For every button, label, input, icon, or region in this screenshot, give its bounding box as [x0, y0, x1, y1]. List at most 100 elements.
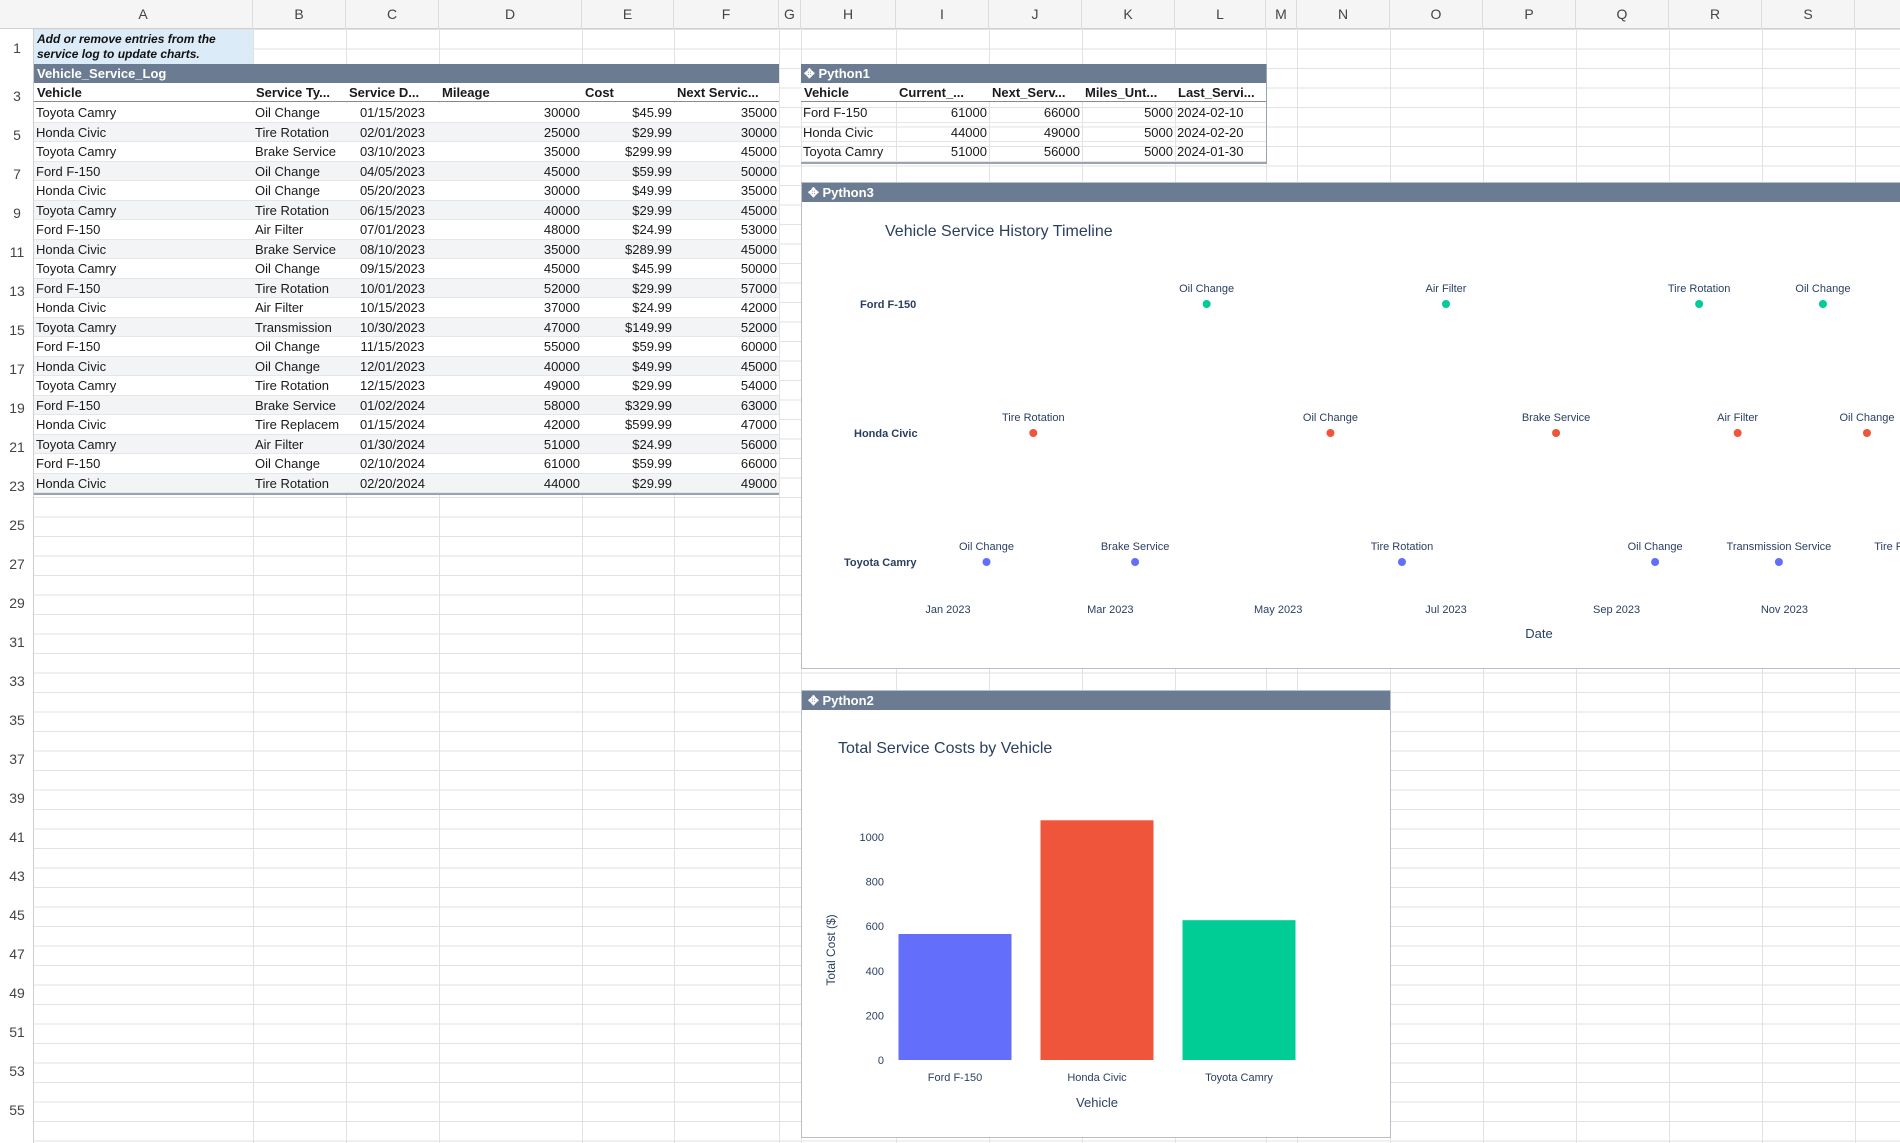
column-header-e[interactable]: E: [582, 0, 674, 29]
service-log-cell[interactable]: 08/10/2023: [359, 241, 426, 257]
python1-header-4[interactable]: Miles_Unt...: [1085, 85, 1158, 100]
service-log-cell[interactable]: Honda Civic: [36, 358, 107, 374]
service-log-cell[interactable]: Oil Change: [255, 163, 321, 179]
service-log-cell[interactable]: $49.99: [632, 183, 672, 198]
column-header-p[interactable]: P: [1483, 0, 1576, 29]
service-log-cell[interactable]: Oil Change: [255, 183, 321, 198]
service-log-cell[interactable]: 52000: [740, 319, 777, 335]
service-log-cell[interactable]: 01/02/2024: [359, 397, 426, 413]
service-log-cell[interactable]: $29.99: [632, 202, 672, 218]
column-header-n[interactable]: N: [1297, 0, 1390, 29]
service-log-cell[interactable]: 10/15/2023: [359, 300, 426, 315]
service-log-cell[interactable]: Brake Service: [255, 241, 336, 257]
service-log-cell[interactable]: Toyota Camry: [36, 378, 117, 393]
row-header-21[interactable]: 21: [9, 439, 25, 455]
service-log-cell[interactable]: 45000: [543, 163, 580, 179]
service-log-cell[interactable]: 01/30/2024: [359, 436, 426, 452]
service-log-cell[interactable]: 02/01/2023: [359, 124, 426, 140]
service-log-cell[interactable]: 47000: [543, 319, 580, 335]
row-header-35[interactable]: 35: [9, 712, 25, 728]
service-log-cell[interactable]: Oil Change: [255, 456, 321, 471]
service-log-cell[interactable]: 30000: [543, 105, 580, 120]
python1-cell[interactable]: 49000: [1043, 124, 1080, 140]
service-log-cell[interactable]: 45000: [740, 358, 777, 374]
column-header-l[interactable]: L: [1175, 0, 1266, 29]
service-log-cell[interactable]: 53000: [740, 222, 777, 237]
python1-cell[interactable]: Ford F-150: [803, 105, 868, 120]
service-log-cell[interactable]: Tire Rotation: [255, 475, 329, 491]
service-log-cell[interactable]: 40000: [543, 202, 580, 218]
service-log-cell[interactable]: 12/15/2023: [359, 378, 426, 393]
service-log-cell[interactable]: 56000: [740, 436, 777, 452]
service-log-cell[interactable]: 02/20/2024: [359, 475, 426, 491]
service-log-cell[interactable]: $149.99: [625, 319, 672, 335]
service-log-cell[interactable]: $29.99: [632, 475, 672, 491]
python1-cell[interactable]: Toyota Camry: [803, 144, 884, 159]
row-header-45[interactable]: 45: [9, 907, 25, 923]
service-log-cell[interactable]: $24.99: [632, 222, 672, 237]
service-log-cell[interactable]: 09/15/2023: [359, 261, 426, 276]
python1-cell[interactable]: 44000: [950, 124, 987, 140]
column-header-a[interactable]: A: [34, 0, 253, 29]
service-log-cell[interactable]: 66000: [740, 456, 777, 471]
service-log-cell[interactable]: Honda Civic: [36, 183, 107, 198]
column-header-g[interactable]: G: [779, 0, 801, 29]
service-log-cell[interactable]: 52000: [543, 280, 580, 296]
service-log-cell[interactable]: 10/01/2023: [359, 280, 426, 296]
service-log-cell[interactable]: $24.99: [632, 436, 672, 452]
service-log-header-1[interactable]: Vehicle: [37, 85, 82, 100]
service-log-cell[interactable]: $29.99: [632, 378, 672, 393]
instruction-note-cell[interactable]: Add or remove entries from the service l…: [34, 30, 253, 64]
service-log-cell[interactable]: 06/15/2023: [359, 202, 426, 218]
service-log-cell[interactable]: $49.99: [632, 358, 672, 374]
service-log-cell[interactable]: 04/05/2023: [359, 163, 426, 179]
service-log-cell[interactable]: 44000: [543, 475, 580, 491]
service-log-cell[interactable]: Oil Change: [255, 358, 321, 374]
row-header-51[interactable]: 51: [9, 1024, 25, 1040]
service-log-cell[interactable]: 58000: [543, 397, 580, 413]
python1-cell[interactable]: 2024-02-10: [1177, 105, 1244, 120]
service-log-cell[interactable]: $599.99: [625, 417, 672, 432]
service-log-cell[interactable]: Air Filter: [255, 222, 304, 237]
service-log-cell[interactable]: 45000: [543, 261, 580, 276]
service-log-cell[interactable]: $59.99: [632, 339, 672, 354]
column-header-b[interactable]: B: [253, 0, 346, 29]
service-log-table-title[interactable]: Vehicle_Service_Log: [34, 64, 779, 83]
service-log-cell[interactable]: Tire Replacem: [255, 417, 340, 432]
service-log-cell[interactable]: Honda Civic: [36, 475, 107, 491]
service-log-cell[interactable]: 47000: [740, 417, 777, 432]
service-log-cell[interactable]: Tire Rotation: [255, 280, 329, 296]
service-log-cell[interactable]: $299.99: [625, 144, 672, 159]
service-log-cell[interactable]: 50000: [740, 261, 777, 276]
row-header-41[interactable]: 41: [9, 829, 25, 845]
service-log-cell[interactable]: 25000: [543, 124, 580, 140]
service-log-cell[interactable]: Ford F-150: [36, 397, 101, 413]
service-log-cell[interactable]: $45.99: [632, 105, 672, 120]
service-log-cell[interactable]: 57000: [740, 280, 777, 296]
service-log-cell[interactable]: 35000: [740, 183, 777, 198]
row-header-29[interactable]: 29: [9, 595, 25, 611]
service-log-cell[interactable]: 35000: [543, 241, 580, 257]
row-header-1[interactable]: 1: [13, 40, 21, 56]
service-log-cell[interactable]: 12/01/2023: [359, 358, 426, 374]
python1-header-3[interactable]: Next_Serv...: [992, 85, 1066, 100]
service-log-header-2[interactable]: Service Ty...: [256, 85, 330, 100]
python1-header-5[interactable]: Last_Servi...: [1178, 85, 1255, 100]
row-header-43[interactable]: 43: [9, 868, 25, 884]
column-header-c[interactable]: C: [346, 0, 439, 29]
service-log-cell[interactable]: Honda Civic: [36, 124, 107, 140]
row-header-27[interactable]: 27: [9, 556, 25, 572]
service-log-cell[interactable]: $59.99: [632, 163, 672, 179]
service-log-cell[interactable]: 51000: [543, 436, 580, 452]
service-log-cell[interactable]: Transmission: [255, 319, 332, 335]
service-log-cell[interactable]: Oil Change: [255, 261, 321, 276]
service-log-cell[interactable]: Brake Service: [255, 144, 336, 159]
service-log-cell[interactable]: $289.99: [625, 241, 672, 257]
column-header-f[interactable]: F: [674, 0, 779, 29]
row-header-33[interactable]: 33: [9, 673, 25, 689]
service-log-cell[interactable]: 37000: [543, 300, 580, 315]
python2-chart-panel[interactable]: ✥ Python2 Total Service Costs by Vehicle…: [801, 690, 1391, 1138]
column-header-q[interactable]: Q: [1576, 0, 1669, 29]
service-log-cell[interactable]: Air Filter: [255, 436, 304, 452]
